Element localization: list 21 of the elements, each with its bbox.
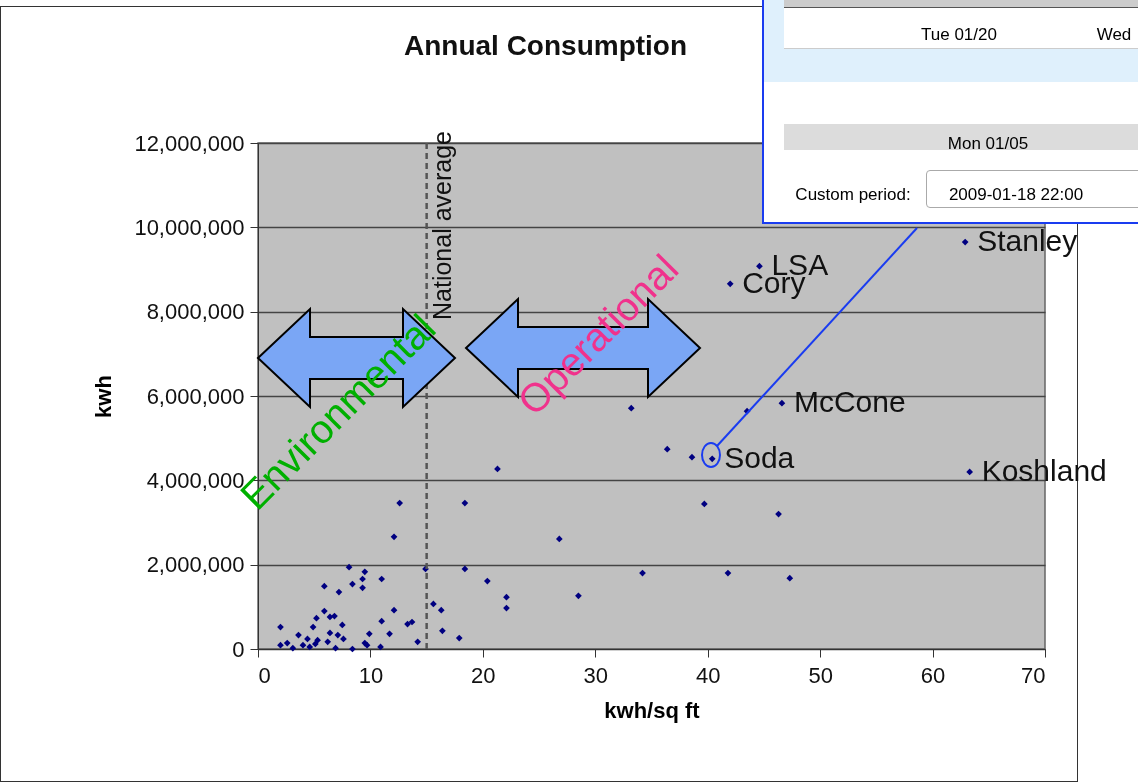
y-tick-label: 10,000,000 <box>134 214 245 240</box>
x-tick-label: 0 <box>258 662 271 688</box>
x-tick-label: 70 <box>1021 662 1046 688</box>
annotation: Stanley <box>977 224 1078 258</box>
x-tick-label: 20 <box>471 662 496 688</box>
x-tick-label: 10 <box>358 662 384 688</box>
y-tick-label: 0 <box>232 636 245 662</box>
x-tick-label: 60 <box>920 662 946 688</box>
y-axis-title: kwh <box>91 375 117 418</box>
screenshot-inset: Tue 01/20 Wed Mon 01/05 Custom period: 2009-01-18 22:00 <box>762 0 1138 224</box>
annotation: 2009-01-18 22:00 <box>948 185 1084 205</box>
x-tick-label: 30 <box>583 662 609 688</box>
y-tick-label: 12,000,000 <box>134 130 245 156</box>
y-tick-label: 2,000,000 <box>146 552 245 578</box>
x-tick-label: 40 <box>695 662 721 688</box>
x-tick-label: 50 <box>808 662 833 688</box>
annotation: Custom period: <box>795 185 911 205</box>
annotation: Mon 01/05 <box>947 134 1029 154</box>
annotation: Soda <box>724 440 795 474</box>
chart-title: Annual Consumption <box>403 30 688 61</box>
x-axis-title: kwh/sq ft <box>604 697 701 723</box>
